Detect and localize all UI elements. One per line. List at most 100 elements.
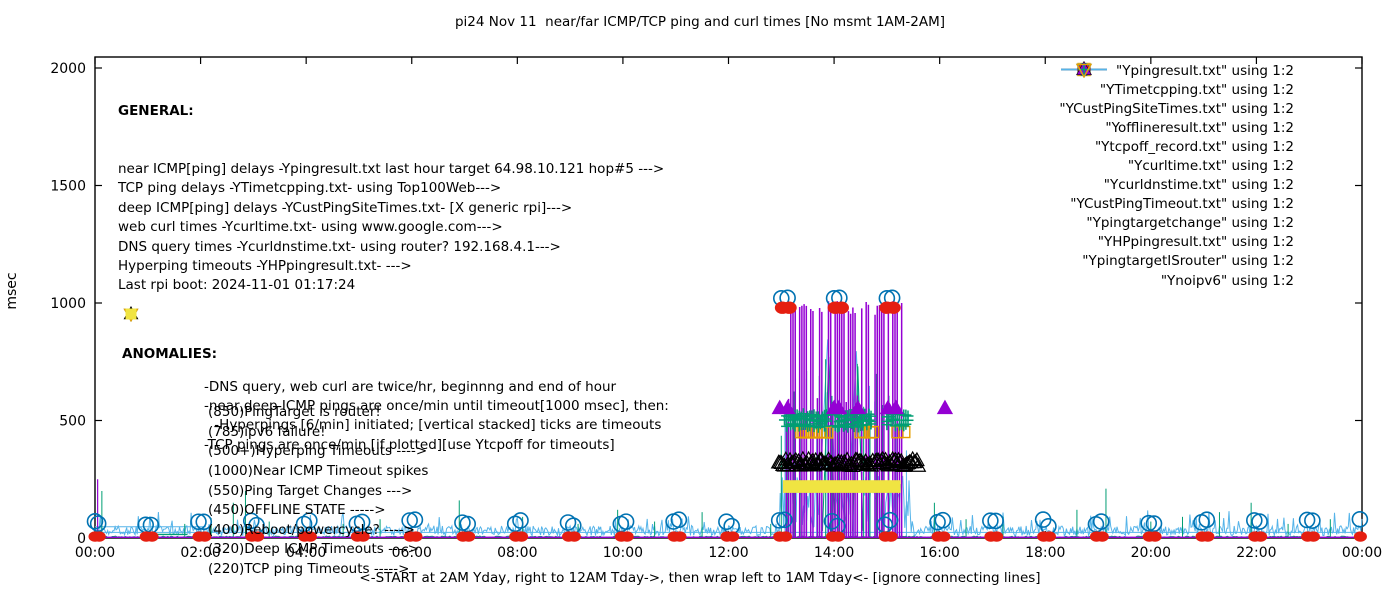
anomaly-item: (785)ipv6 failure! <box>123 308 428 443</box>
legend-sample <box>1076 63 1352 270</box>
general-line: near ICMP[ping] delays -Ypingresult.txt … <box>118 161 665 178</box>
circle-marker <box>242 512 260 530</box>
circle-marker <box>823 512 841 530</box>
legend-sample <box>1077 64 1352 194</box>
circle-marker <box>406 511 424 528</box>
circle-marker <box>617 513 635 530</box>
dot-marker <box>833 301 849 314</box>
general-line: Last rpi boot: 2024-11-01 01:17:24 <box>118 277 356 294</box>
circle-marker <box>190 513 207 531</box>
legend-sample <box>1078 63 1352 251</box>
circle-marker <box>934 511 952 529</box>
circle-marker <box>1140 514 1158 532</box>
circle-marker <box>195 513 213 531</box>
legend-item: "YpingtargetISrouter" using 1:2 <box>1059 63 1352 271</box>
legend-label: "Yofflineresult.txt" using 1:2 <box>1105 119 1294 136</box>
general-line: DNS query times -Ycurldnstime.txt- using… <box>118 238 561 255</box>
triangle-marker <box>936 399 954 415</box>
no-icon <box>190 464 208 480</box>
dot-marker <box>251 531 265 542</box>
triangle-marker <box>800 450 817 466</box>
anomaly-item: (1000)Near ICMP Timeout spikes <box>190 462 428 482</box>
dot-marker <box>1148 531 1162 542</box>
circle-marker <box>770 512 788 529</box>
anomaly-item: (850)PingTarget is router! <box>123 308 428 423</box>
circle-marker <box>776 511 793 529</box>
y-tick-label: 1500 <box>50 179 86 195</box>
legend-item: "YHPpingresult.txt" using 1:2 <box>1059 63 1352 252</box>
x-tick-label: 22:00 <box>1236 545 1276 561</box>
legend-sample <box>1077 62 1352 136</box>
filled-square-icon <box>125 308 137 320</box>
no-icon <box>190 522 208 538</box>
legend-item: "YCustPingTimeout.txt" using 1:2 <box>1059 61 1352 214</box>
circle-marker <box>670 511 688 529</box>
dot-marker <box>726 531 740 542</box>
circle-marker <box>86 513 104 530</box>
legend-item: "Ypingtargetchange" using 1:2 <box>1059 62 1352 233</box>
legend-label: "YTimetcpping.txt" using 1:2 <box>1099 81 1294 98</box>
legend-sample <box>1061 68 1352 117</box>
triangle-marker <box>849 399 866 415</box>
anomaly-text: (1000)Near ICMP Timeout spikes <box>208 462 429 479</box>
circle-marker <box>512 512 529 529</box>
x-tick-label: 06:00 <box>392 545 432 561</box>
circle-marker <box>1092 513 1110 530</box>
legend-item: "Ycurldnstime.txt" using 1:2 <box>1059 64 1352 195</box>
legend-label: "Ycurldnstime.txt" using 1:2 <box>1103 177 1294 194</box>
legend-label: "Ypingtargetchange" using 1:2 <box>1086 215 1294 232</box>
anomaly-text: (320)Deep ICMP Timeouts ----> <box>208 541 419 558</box>
general-header: GENERAL: <box>118 102 194 119</box>
dot-marker <box>781 301 797 314</box>
legend-item: "YCustPingSiteTimes.txt" using 1:2 <box>1059 68 1352 118</box>
open-triangle-down-icon <box>123 308 208 440</box>
general-indented-line: -DNS query, web curl are twice/hr, begin… <box>204 378 617 395</box>
circle-marker <box>1145 515 1163 532</box>
circle-marker <box>1351 510 1369 528</box>
anomaly-text: (785)ipv6 failure! <box>208 423 326 440</box>
anomaly-item: (550)Ping Target Changes ---> <box>124 307 428 501</box>
x-tick-label: 16:00 <box>919 545 959 561</box>
x-tick-label: 14:00 <box>814 545 854 561</box>
dot-marker <box>1353 531 1367 542</box>
legend-sample <box>1078 63 1352 155</box>
triangle-marker <box>779 399 796 415</box>
dot-marker <box>145 531 159 542</box>
anomalies-header: ANOMALIES: <box>122 345 218 362</box>
legend-sample <box>1077 62 1352 232</box>
y-tick-label: 1000 <box>50 296 86 312</box>
dot-marker <box>1201 531 1215 542</box>
legend-item: "Ynoipv6" using 1:2 <box>1059 63 1352 290</box>
series-yhppingresult <box>778 408 914 433</box>
legend-item: "Yofflineresult.txt" using 1:2 <box>1059 62 1352 137</box>
x-tick-label: 18:00 <box>1025 545 1065 561</box>
anomaly-item: (400)Reboot/powercycle? ----> <box>190 521 428 541</box>
circle-marker <box>982 512 999 530</box>
dot-marker <box>303 531 317 542</box>
x-axis-ticks: 00:00 02:00 04:00 06:00 08:00 10:00 12:00 14:00… <box>75 57 1382 561</box>
general-block: GENERAL: near ICMP[ping] delays -Ypingre… <box>118 63 669 494</box>
anomaly-text: (400)Reboot/powercycle? ----> <box>208 521 415 538</box>
anomaly-text: (550)Ping Target Changes ---> <box>208 482 413 499</box>
legend-label: "YHPpingresult.txt" using 1:2 <box>1097 234 1294 251</box>
square-marker <box>891 426 904 439</box>
chart-title: pi24 Nov 11 near/far ICMP/TCP ping and c… <box>454 14 946 30</box>
circle-marker <box>1198 511 1216 528</box>
legend-label: "Ycurltime.txt" using 1:2 <box>1127 158 1294 175</box>
dot-marker <box>884 531 898 542</box>
legend-label: "YpingtargetISrouter" using 1:2 <box>1082 253 1294 270</box>
open-triangle-down-icon <box>123 308 208 421</box>
general-indented-lines: -DNS query, web curl are twice/hr, begin… <box>118 378 669 456</box>
anomaly-items: (850)PingTarget is router! (785)ipv6 fail… <box>122 306 428 579</box>
square-marker <box>866 425 880 439</box>
dot-marker <box>885 301 901 314</box>
general-indented-line: -TCP pings are once/min [if plotted][use… <box>204 436 615 453</box>
legend-item: "YTimetcpping.txt" using 1:2 <box>1059 68 1352 99</box>
circle-marker <box>881 511 899 529</box>
circle-marker <box>353 513 371 531</box>
square-marker <box>821 426 834 439</box>
anomaly-text: (500+)Hyperping Timeouts ----> <box>208 443 428 460</box>
triangle-marker <box>910 457 927 472</box>
anomaly-text: (220)TCP ping Timeouts -----> <box>208 560 410 577</box>
